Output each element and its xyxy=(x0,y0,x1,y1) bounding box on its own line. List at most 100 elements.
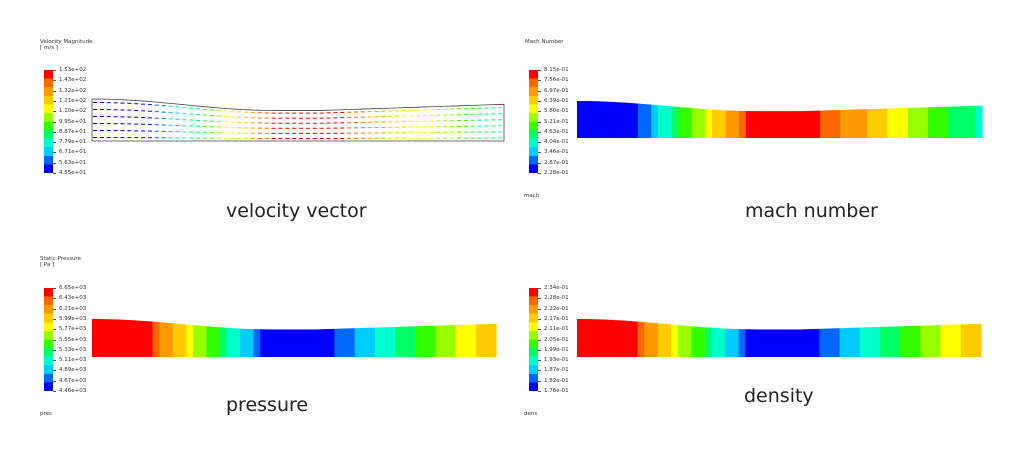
contour-band xyxy=(428,325,436,357)
contour-band xyxy=(826,110,835,138)
contour-band xyxy=(307,329,315,357)
contour-band xyxy=(893,326,901,357)
colorbar-tick-label: 4.55e+01 xyxy=(59,170,87,176)
colorbar-tick-label: 6.39e-01 xyxy=(544,97,569,104)
contour-band xyxy=(698,326,706,357)
contour-band xyxy=(833,109,841,138)
contour-band xyxy=(631,103,639,138)
colorbar-tick-mark xyxy=(53,391,56,392)
contour-band xyxy=(840,109,848,138)
panel-footer: mach xyxy=(524,193,540,199)
contour-band xyxy=(617,320,625,357)
contour-band xyxy=(691,326,699,357)
contour-band xyxy=(577,319,585,357)
contour-band xyxy=(933,325,942,357)
colorbar-tick-mark xyxy=(538,131,541,133)
contour-band xyxy=(671,324,679,357)
contour-band xyxy=(273,329,282,357)
contour-band xyxy=(624,102,632,138)
contour-band xyxy=(260,329,268,357)
contour-band xyxy=(644,104,652,138)
contour-band xyxy=(685,107,693,138)
colorbar-tick-label: 4.46e+03 xyxy=(59,388,87,394)
contour-band xyxy=(691,108,700,138)
contour-band xyxy=(597,101,605,138)
contour-band xyxy=(846,327,854,357)
colorbar-tick-label: 6.71e+01 xyxy=(59,149,87,156)
colorbar-tick-mark xyxy=(538,380,541,382)
colorbar-tick-label: 4.89e+03 xyxy=(59,367,87,374)
colorbar-tick-mark xyxy=(538,288,541,289)
contour-band xyxy=(604,101,612,138)
colorbar-tick-label: 6.65e+03 xyxy=(59,285,87,291)
contour-band xyxy=(300,329,309,357)
contour-band xyxy=(125,319,133,357)
colorbar-tick-label: 2.28e-01 xyxy=(544,295,569,302)
contour-band xyxy=(395,326,403,357)
mach-contour-plot xyxy=(577,101,983,138)
colorbar-tick-mark xyxy=(53,329,56,331)
contour-band xyxy=(159,322,167,357)
contour-band xyxy=(745,111,754,138)
colorbar-tick-label: 7.56e-01 xyxy=(544,77,569,84)
colorbar xyxy=(44,288,53,391)
colorbar-tick-label: 1.53e+02 xyxy=(59,67,87,73)
colorbar-tick-mark xyxy=(538,70,541,71)
contour-band xyxy=(927,325,935,357)
colorbar-tick-label: 2.05e-01 xyxy=(544,336,569,343)
contour-band xyxy=(610,101,619,138)
contour-band xyxy=(482,324,490,357)
colorbar-tick-label: 5.99e+03 xyxy=(59,315,87,322)
contour-band xyxy=(112,319,120,357)
contour-band xyxy=(907,107,916,138)
contour-band xyxy=(765,329,773,357)
contour-band xyxy=(469,324,477,357)
contour-band xyxy=(583,319,592,357)
contour-band xyxy=(704,327,713,357)
contour-band xyxy=(219,327,228,357)
colorbar-tick-label: 9.95e+01 xyxy=(59,118,87,125)
contour-band xyxy=(678,106,686,138)
contour-band xyxy=(698,108,706,138)
colorbar xyxy=(529,288,538,391)
colorbar-tick-mark xyxy=(53,131,56,133)
contour-band xyxy=(894,108,902,138)
contour-band xyxy=(738,329,746,357)
contour-band xyxy=(901,107,909,138)
colorbar-tick-label: 5.55e+03 xyxy=(59,336,87,343)
colorbar-tick-label: 1.99e-01 xyxy=(544,346,569,353)
contour-band xyxy=(637,321,645,357)
contour-band xyxy=(779,329,787,357)
colorbar-tick-mark xyxy=(538,100,541,102)
colorbar-tick-label: 2.11e-01 xyxy=(544,326,569,333)
colorbar-tick-label: 1.87e-01 xyxy=(544,367,569,374)
contour-band xyxy=(725,328,733,357)
contour-band xyxy=(725,110,733,138)
contour-band xyxy=(206,326,214,357)
colorbar-tick-label: 3.46e-01 xyxy=(544,149,569,156)
contour-band xyxy=(766,111,774,138)
contour-band xyxy=(253,329,261,357)
pressure-panel: Static Pressure [ Pa ] 6.65e+03 6.43e+03 6… xyxy=(40,256,497,417)
contour-band xyxy=(853,109,862,138)
contour-band xyxy=(226,327,234,357)
contour-band xyxy=(233,328,241,357)
colorbar xyxy=(44,70,53,173)
contour-band xyxy=(820,110,828,138)
contour-band xyxy=(732,110,740,138)
colorbar-tick-mark xyxy=(53,173,56,174)
contour-band xyxy=(421,325,430,357)
contour-band xyxy=(583,101,592,138)
contour-band xyxy=(866,327,874,357)
panel-footer: pres xyxy=(40,411,52,417)
colorbar-title: Velocity Magnitude xyxy=(40,39,93,45)
colorbar-tick-label: 1.93e-01 xyxy=(544,357,569,364)
contour-band xyxy=(341,328,349,357)
colorbar-tick-mark xyxy=(538,111,541,113)
pressure-contour-plot xyxy=(92,319,497,357)
colorbar-tick-label: 6.43e+03 xyxy=(59,295,87,302)
colorbar-tick-label: 1.32e+02 xyxy=(59,87,87,94)
contour-band xyxy=(934,106,943,138)
contour-band xyxy=(671,106,679,138)
